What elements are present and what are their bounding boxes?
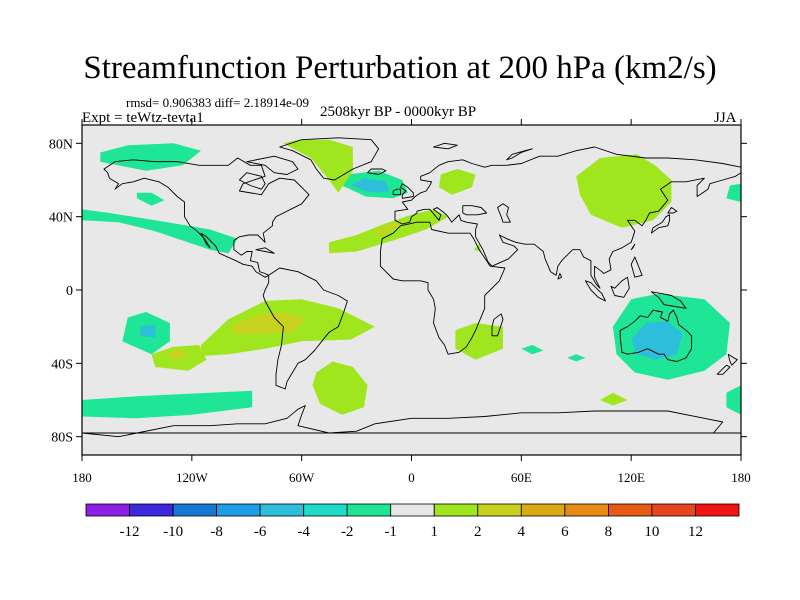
contour-east-edge-low-2	[726, 183, 741, 202]
x-tick-label: 0	[408, 470, 415, 485]
coastline-borneo	[610, 276, 630, 298]
colorbar-swatch	[216, 503, 261, 517]
y-tick-label: 40N	[49, 211, 73, 226]
coastline-cuba	[255, 247, 275, 254]
x-tick-label: 180	[731, 470, 751, 485]
coastline-africa	[379, 221, 506, 355]
coastline-new-zealand-n	[727, 353, 738, 366]
colorbar-swatch	[129, 503, 174, 517]
colorbar-label: 4	[518, 524, 526, 540]
colorbar-label: 8	[605, 524, 613, 540]
coastline-madagascar	[491, 313, 504, 337]
coastline-antarctica	[82, 405, 741, 438]
coastline-great-britain	[400, 183, 414, 199]
x-tick-label: 60W	[289, 470, 315, 485]
coastline-sri-lanka	[557, 273, 563, 280]
colorbar-label: -8	[210, 524, 223, 540]
colorbar-swatch	[303, 503, 348, 517]
rmsd-diff-stats: rmsd= 0.906383 diff= 2.18914e-09	[126, 95, 310, 110]
colorbar-label: 2	[474, 524, 482, 540]
colorbar-swatch	[346, 503, 392, 517]
colorbar: -12 -10 -8 -6 -4 -2 -1 1 2 4 6 8 10 12	[85, 503, 740, 540]
contour-s-indian-high	[600, 392, 628, 406]
colorbar-swatch	[85, 503, 130, 517]
x-tick-label: 180	[72, 470, 92, 485]
coastline-hokkaido	[667, 207, 678, 214]
season-label: JJA	[714, 110, 737, 126]
contour-austral-low	[82, 390, 253, 419]
coastline-svalbard	[433, 142, 458, 150]
contour-indian-low-2	[567, 354, 586, 362]
coastline-layer	[82, 137, 741, 438]
colorbar-swatch	[651, 503, 696, 517]
contour-s-america-high-core	[228, 312, 306, 334]
colorbar-label: -12	[120, 524, 140, 540]
contour-gulf-of-alaska-low	[136, 192, 165, 206]
axis-ticks: 80N 40N 0 40S 80S 180 120W 60W 0 60E 120E 180	[49, 119, 751, 485]
colorbar-label: 1	[431, 524, 439, 540]
coastline-new-zealand-s	[716, 364, 731, 375]
coastline-philippines	[630, 256, 643, 278]
x-tick-label: 120W	[176, 470, 209, 485]
contour-mid-atlantic-high-core	[374, 220, 406, 235]
coastline-iceland	[367, 168, 387, 175]
coastline-taiwan	[630, 243, 636, 251]
x-tick-label: 60E	[511, 470, 532, 485]
coastline-new-guinea	[650, 291, 687, 309]
contour-east-edge-low	[726, 385, 741, 415]
contour-layer	[82, 139, 741, 419]
colorbar-label: 10	[644, 524, 659, 540]
coastline-hudson-bay	[238, 172, 266, 190]
x-tick-label: 120E	[617, 470, 645, 485]
y-tick-label: 80N	[49, 137, 73, 152]
colorbar-swatch	[172, 503, 218, 517]
coastline-baffin	[246, 155, 299, 175]
contour-se-pacific-low-core	[140, 324, 156, 338]
contour-s-pacific-high-core	[166, 348, 189, 360]
y-tick-label: 0	[66, 284, 73, 299]
colorbar-label: 6	[561, 524, 569, 540]
contour-asia-high	[576, 154, 672, 228]
colorbar-label: 12	[688, 524, 703, 540]
colorbar-swatch	[564, 503, 609, 517]
colorbar-swatch	[433, 503, 479, 517]
coastline-black-sea	[462, 205, 488, 216]
colorbar-swatch	[520, 503, 566, 517]
coastline-australia	[619, 309, 693, 362]
coastline-novaya-zemlya	[506, 148, 533, 161]
experiment-label: Expt = teWtz-tevta1	[82, 110, 204, 126]
contour-s-atlantic-high	[312, 361, 368, 415]
coastline-north-america	[103, 157, 310, 278]
coastline-south-america	[262, 267, 348, 390]
y-tick-label: 40S	[51, 357, 73, 372]
colorbar-swatch	[695, 503, 740, 517]
coastline-eurasia	[394, 146, 741, 289]
colorbar-label: -4	[297, 524, 310, 540]
contour-arctic-pacific-low	[100, 143, 201, 171]
coastline-greenland	[279, 137, 380, 181]
contour-indian-low	[521, 345, 544, 355]
y-tick-label: 80S	[51, 431, 73, 446]
colorbar-label: -1	[384, 524, 397, 540]
colorbar-label: -6	[254, 524, 267, 540]
contour-n-pacific-low	[82, 209, 238, 254]
period-label: 2508kyr BP - 0000kyr BP	[320, 104, 477, 120]
coastline-ireland	[392, 188, 401, 196]
colorbar-swatch	[477, 503, 522, 517]
colorbar-label: -10	[163, 524, 183, 540]
contour-mid-atlantic-high	[329, 209, 449, 254]
colorbar-swatch	[608, 503, 653, 517]
contour-s-africa-high	[455, 323, 503, 360]
contour-n-atlantic-low-core	[351, 178, 390, 193]
plot-title: Streamfunction Perturbation at 200 hPa (…	[83, 50, 717, 86]
coastline-sumatra	[584, 280, 606, 302]
coastline-caspian	[497, 203, 511, 223]
contour-europe-high	[439, 169, 476, 195]
colorbar-swatch	[259, 503, 305, 517]
colorbar-swatch	[390, 503, 435, 517]
colorbar-label: -2	[341, 524, 354, 540]
coastline-japan	[650, 214, 671, 234]
